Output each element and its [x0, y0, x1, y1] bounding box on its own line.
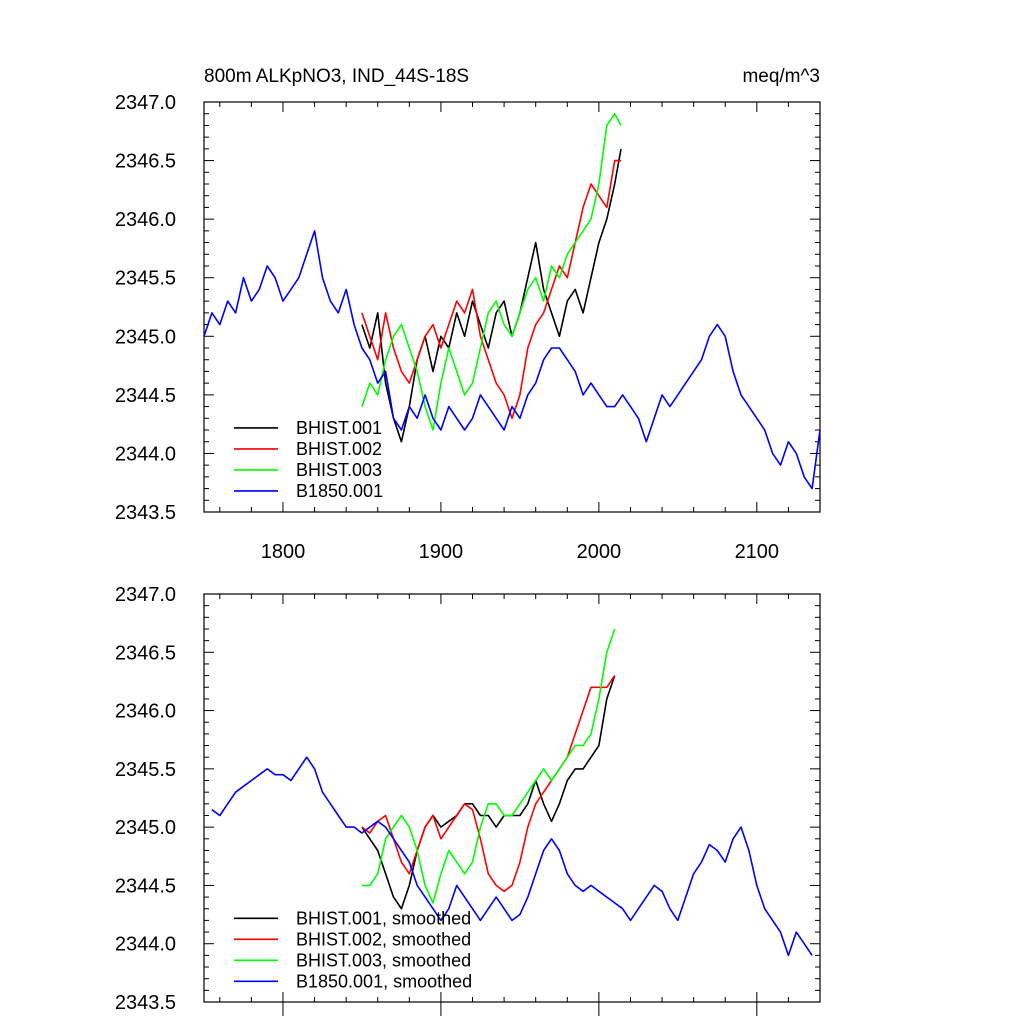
y-tick-label: 2344.0	[115, 443, 176, 465]
series-line	[361, 148, 622, 443]
x-tick-label: 1900	[419, 541, 464, 563]
y-tick-label: 2343.5	[115, 992, 176, 1014]
y-tick-label: 2345.5	[115, 268, 176, 290]
panel-top: 2343.5 2344.0 2344.5 2345.0 2345.5 2346.0 2346…	[115, 92, 821, 563]
y-tick-label: 2346.5	[115, 642, 176, 664]
y-tick-label: 2344.0	[115, 934, 176, 956]
legend-label: BHIST.003, smoothed	[296, 950, 471, 970]
series-line	[211, 756, 813, 957]
y-tick-label: 2347.0	[115, 584, 176, 606]
legend-label: BHIST.001	[296, 418, 382, 438]
chart-units: meq/m^3	[742, 66, 820, 87]
legend-label: BHIST.002	[296, 439, 382, 459]
x-tick-label: 2000	[577, 541, 622, 563]
series-line	[361, 675, 616, 893]
series-line	[361, 675, 616, 910]
plot-frame	[203, 101, 821, 513]
y-tick-label: 2344.5	[115, 385, 176, 407]
y-tick-label: 2344.5	[115, 875, 176, 897]
legend-label: BHIST.003	[296, 460, 382, 480]
y-tick-label: 2346.0	[115, 209, 176, 231]
legend-label: B1850.001, smoothed	[296, 971, 472, 991]
y-tick-label: 2345.5	[115, 759, 176, 781]
series-line	[361, 112, 622, 431]
series-line	[203, 230, 821, 490]
legend-label: BHIST.001, smoothed	[296, 908, 471, 928]
y-tick-label: 2345.0	[115, 326, 176, 348]
series-line	[361, 628, 616, 904]
chart-title: 800m ALKpNO3, IND_44S-18S	[204, 66, 469, 87]
legend-label: B1850.001	[296, 481, 383, 501]
legend-label: BHIST.002, smoothed	[296, 929, 471, 949]
y-tick-label: 2346.0	[115, 701, 176, 723]
y-tick-label: 2347.0	[115, 92, 176, 114]
x-tick-label: 1800	[261, 541, 306, 563]
y-tick-label: 2343.5	[115, 502, 176, 524]
plot-frame	[203, 593, 821, 1003]
panel-bottom: 2343.5 2344.0 2344.5 2345.0 2345.5 2346.0 2346…	[115, 584, 821, 1016]
y-tick-label: 2346.5	[115, 151, 176, 173]
y-tick-label: 2345.0	[115, 817, 176, 839]
x-tick-label: 2100	[735, 541, 780, 563]
series-line	[361, 159, 621, 420]
